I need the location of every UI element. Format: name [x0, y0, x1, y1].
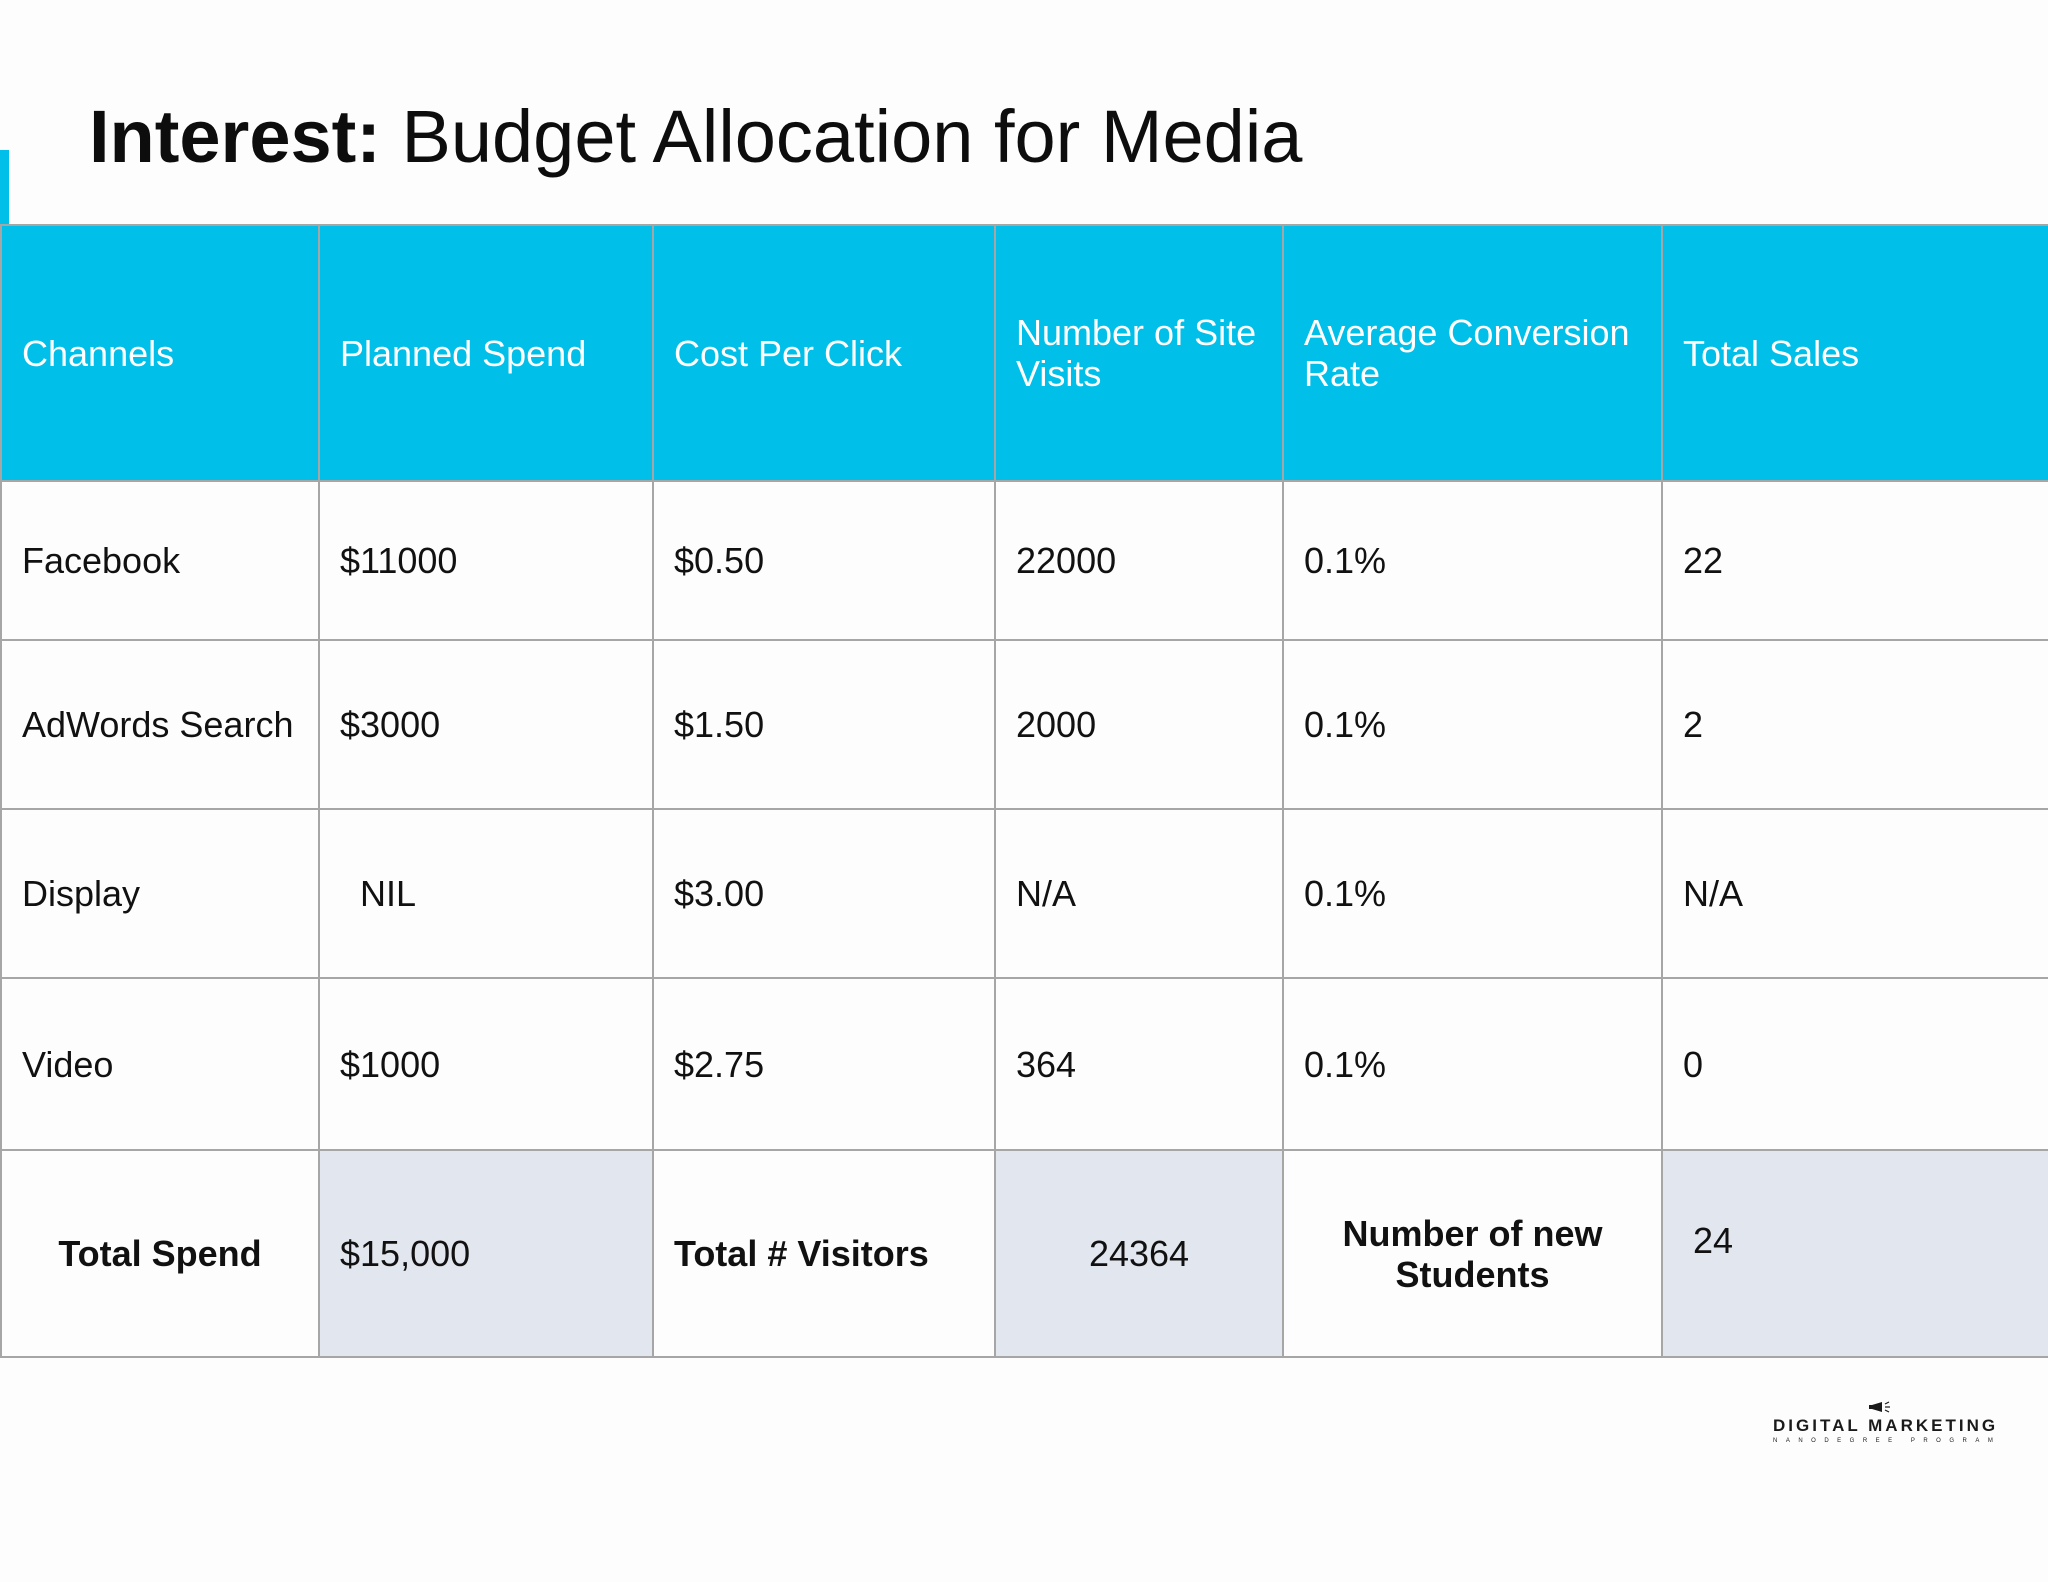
cell-site-visits: 2000: [994, 639, 1284, 810]
cell-channel: Facebook: [0, 480, 320, 641]
new-students-value: 24: [1661, 1149, 2048, 1358]
cell-cost-per-click: $3.00: [652, 808, 996, 979]
cell-conversion-rate: 0.1%: [1282, 808, 1663, 979]
summary-row: Total Spend $15,000 Total # Visitors 243…: [0, 1149, 2048, 1358]
cell-site-visits: N/A: [994, 808, 1284, 979]
cell-planned-spend: NIL: [318, 808, 654, 979]
header-cost-per-click: Cost Per Click: [652, 224, 996, 482]
cell-total-sales: 22: [1661, 480, 2048, 641]
logo-subtitle: NANODEGREE PROGRAM: [1773, 1438, 2002, 1444]
table-row: Facebook $11000 $0.50 22000 0.1% 22: [0, 480, 2048, 641]
new-students-value-text: 24: [1693, 1220, 1734, 1261]
total-spend-label: Total Spend: [0, 1149, 320, 1358]
cell-total-sales: 2: [1661, 639, 2048, 810]
total-visitors-label: Total # Visitors: [652, 1149, 996, 1358]
cell-site-visits: 22000: [994, 480, 1284, 641]
cell-planned-spend: $11000: [318, 480, 654, 641]
cell-cost-per-click: $2.75: [652, 977, 996, 1151]
digital-marketing-logo: DIGITAL MARKETING NANODEGREE PROGRAM: [1773, 1400, 2002, 1446]
logo-title: DIGITAL MARKETING: [1773, 1416, 1999, 1435]
budget-allocation-table: Channels Planned Spend Cost Per Click Nu…: [0, 224, 2048, 1358]
cell-total-sales: N/A: [1661, 808, 2048, 979]
cell-cost-per-click: $0.50: [652, 480, 996, 641]
accent-bar: [0, 150, 9, 224]
header-total-sales: Total Sales: [1661, 224, 2048, 482]
cell-conversion-rate: 0.1%: [1282, 639, 1663, 810]
table-row: Video $1000 $2.75 364 0.1% 0: [0, 977, 2048, 1151]
table-header-row: Channels Planned Spend Cost Per Click Nu…: [0, 224, 2048, 482]
cell-channel: AdWords Search: [0, 639, 320, 810]
cell-planned-spend: $3000: [318, 639, 654, 810]
header-planned-spend: Planned Spend: [318, 224, 654, 482]
megaphone-icon: [1869, 1401, 1890, 1413]
total-visitors-value: 24364: [994, 1149, 1284, 1358]
cell-planned-spend-text: NIL: [360, 873, 417, 914]
cell-channel: Video: [0, 977, 320, 1151]
cell-conversion-rate: 0.1%: [1282, 480, 1663, 641]
cell-planned-spend: $1000: [318, 977, 654, 1151]
table-row: Display NIL $3.00 N/A 0.1% N/A: [0, 808, 2048, 979]
cell-site-visits: 364: [994, 977, 1284, 1151]
header-channels: Channels: [0, 224, 320, 482]
table-row: AdWords Search $3000 $1.50 2000 0.1% 2: [0, 639, 2048, 810]
header-conversion-rate: Average Conversion Rate: [1282, 224, 1663, 482]
header-site-visits: Number of Site Visits: [994, 224, 1284, 482]
title-text: Budget Allocation for Media: [401, 95, 1303, 178]
new-students-label: Number of new Students: [1282, 1149, 1663, 1358]
title-prefix: Interest:: [89, 95, 381, 178]
cell-channel: Display: [0, 808, 320, 979]
page-title: Interest: Budget Allocation for Media: [89, 92, 1302, 182]
cell-conversion-rate: 0.1%: [1282, 977, 1663, 1151]
cell-cost-per-click: $1.50: [652, 639, 996, 810]
cell-total-sales: 0: [1661, 977, 2048, 1151]
total-spend-value: $15,000: [318, 1149, 654, 1358]
